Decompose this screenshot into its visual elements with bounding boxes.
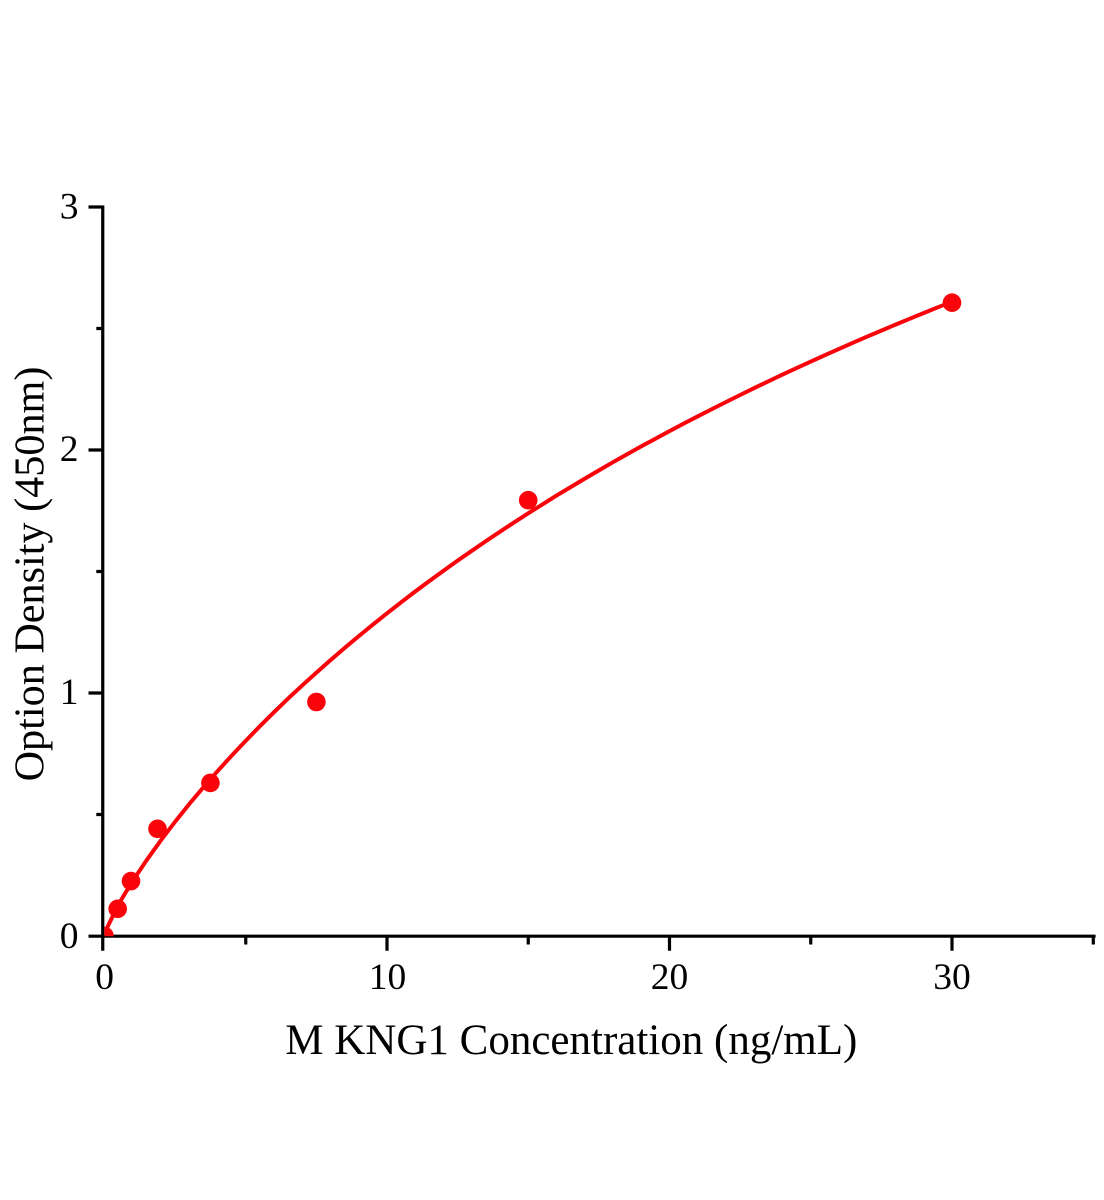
svg-text:10: 10 [369,957,407,998]
svg-text:M KNG1 Concentration (ng/mL): M KNG1 Concentration (ng/mL) [285,1017,857,1064]
svg-text:0: 0 [60,916,79,957]
svg-text:Option Density (450nm): Option Density (450nm) [7,367,54,782]
svg-text:2: 2 [60,429,79,470]
svg-text:20: 20 [651,957,689,998]
svg-text:1: 1 [60,672,79,713]
svg-text:3: 3 [60,187,79,228]
svg-text:30: 30 [933,957,971,998]
svg-text:0: 0 [95,957,114,998]
